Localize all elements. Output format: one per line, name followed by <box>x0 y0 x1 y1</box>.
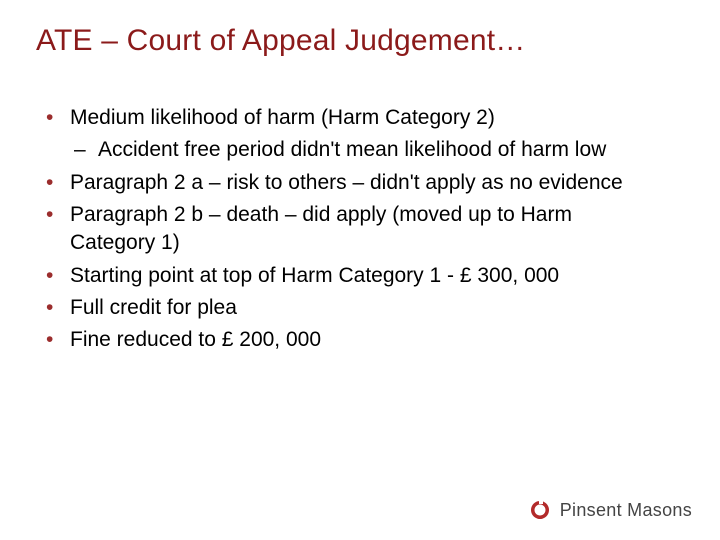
list-item: Starting point at top of Harm Category 1… <box>36 262 660 290</box>
list-item: Paragraph 2 a – risk to others – didn't … <box>36 169 660 197</box>
bullet-text: Fine reduced to £ 200, 000 <box>70 328 321 351</box>
bullet-text: Medium likelihood of harm (Harm Category… <box>70 106 495 129</box>
bullet-list: Medium likelihood of harm (Harm Category… <box>36 104 660 355</box>
sub-bullet-list: Accident free period didn't mean likelih… <box>70 136 660 164</box>
brand-name: Pinsent Masons <box>560 500 692 521</box>
list-item: Paragraph 2 b – death – did apply (moved… <box>36 201 660 258</box>
list-item: Fine reduced to £ 200, 000 <box>36 326 660 354</box>
list-item: Medium likelihood of harm (Harm Category… <box>36 104 660 165</box>
bullet-text: Paragraph 2 b – death – did apply (moved… <box>70 203 572 254</box>
list-item: Full credit for plea <box>36 294 660 322</box>
brand-footer: Pinsent Masons <box>528 498 692 522</box>
content-area: Medium likelihood of harm (Harm Category… <box>36 104 660 359</box>
bullet-text: Accident free period didn't mean likelih… <box>98 138 606 161</box>
slide: ATE – Court of Appeal Judgement… Medium … <box>0 0 720 540</box>
bullet-text: Starting point at top of Harm Category 1… <box>70 264 559 287</box>
list-item: Accident free period didn't mean likelih… <box>70 136 660 164</box>
bullet-text: Full credit for plea <box>70 296 237 319</box>
bullet-text: Paragraph 2 a – risk to others – didn't … <box>70 171 623 194</box>
ring-logo-icon <box>528 498 552 522</box>
page-title: ATE – Court of Appeal Judgement… <box>36 24 684 58</box>
